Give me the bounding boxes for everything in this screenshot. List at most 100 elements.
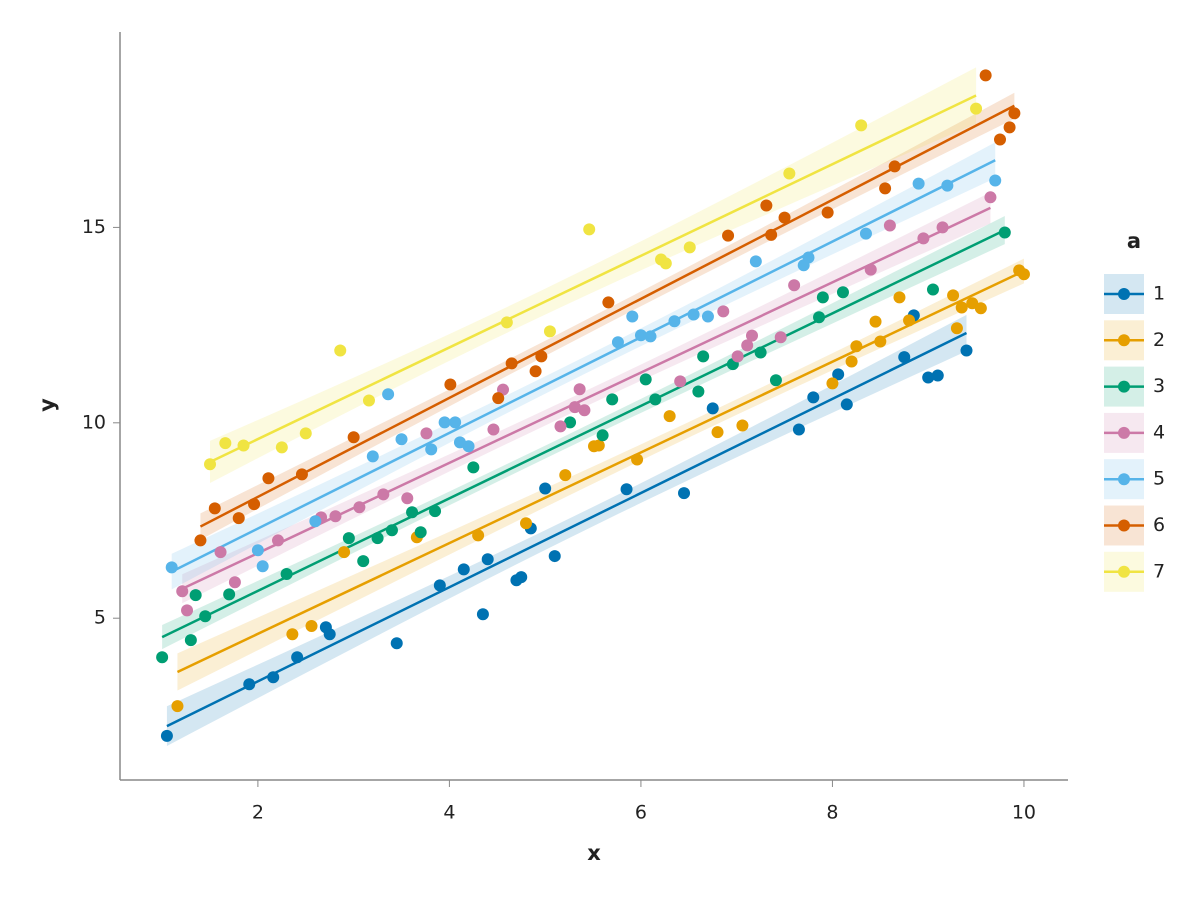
point bbox=[256, 560, 269, 573]
point bbox=[749, 255, 762, 268]
point bbox=[559, 469, 572, 482]
point bbox=[994, 133, 1007, 146]
point bbox=[291, 651, 304, 664]
point bbox=[936, 221, 949, 234]
point bbox=[214, 546, 227, 559]
point bbox=[788, 279, 801, 292]
point bbox=[334, 344, 347, 357]
point bbox=[323, 628, 336, 641]
point bbox=[181, 604, 194, 617]
point bbox=[199, 610, 212, 623]
point bbox=[299, 427, 312, 440]
point bbox=[487, 423, 500, 436]
point bbox=[639, 373, 652, 386]
point bbox=[668, 315, 681, 328]
legend-label: 3 bbox=[1153, 375, 1165, 397]
point bbox=[462, 440, 475, 453]
point bbox=[578, 404, 591, 417]
point bbox=[674, 375, 687, 388]
legend-marker bbox=[1118, 519, 1130, 532]
point bbox=[520, 517, 533, 530]
legend-label: 7 bbox=[1153, 560, 1165, 582]
point bbox=[813, 311, 826, 324]
point bbox=[687, 308, 700, 321]
legend-label: 1 bbox=[1153, 283, 1165, 305]
point bbox=[347, 431, 360, 444]
trend-line bbox=[209, 94, 977, 464]
point bbox=[353, 501, 366, 514]
point bbox=[989, 174, 1002, 187]
point bbox=[816, 291, 829, 304]
point bbox=[543, 325, 556, 338]
point bbox=[706, 402, 719, 415]
point bbox=[792, 423, 805, 436]
point bbox=[362, 394, 375, 407]
point bbox=[960, 344, 973, 357]
point bbox=[606, 393, 619, 406]
point bbox=[893, 291, 906, 304]
point bbox=[305, 620, 318, 633]
y-tick-label: 5 bbox=[94, 607, 106, 629]
point bbox=[845, 355, 858, 368]
point bbox=[444, 378, 457, 391]
point bbox=[769, 374, 782, 387]
point bbox=[974, 302, 987, 315]
legend-label: 4 bbox=[1153, 421, 1165, 443]
point bbox=[722, 229, 735, 242]
point bbox=[280, 568, 293, 581]
x-axis-title: x bbox=[587, 841, 601, 865]
legend-marker bbox=[1118, 473, 1130, 486]
point bbox=[433, 579, 446, 592]
point bbox=[855, 119, 868, 132]
trend-line bbox=[199, 104, 1015, 528]
point bbox=[535, 350, 548, 363]
point bbox=[649, 393, 662, 406]
point bbox=[678, 487, 691, 500]
point bbox=[683, 241, 696, 254]
point bbox=[429, 505, 442, 518]
point bbox=[774, 331, 787, 344]
point bbox=[644, 330, 657, 343]
point bbox=[697, 350, 710, 363]
x-tick-label: 6 bbox=[635, 802, 647, 824]
points bbox=[156, 69, 1030, 742]
point bbox=[898, 351, 911, 364]
point bbox=[515, 571, 528, 584]
point bbox=[160, 729, 173, 742]
point bbox=[492, 392, 505, 405]
point bbox=[189, 589, 202, 602]
legend-label: 2 bbox=[1153, 329, 1165, 351]
point bbox=[926, 283, 939, 296]
point bbox=[539, 482, 552, 495]
point bbox=[596, 429, 609, 442]
point bbox=[500, 316, 513, 329]
point bbox=[970, 102, 983, 115]
point bbox=[232, 512, 245, 525]
point bbox=[602, 296, 615, 309]
point bbox=[554, 420, 567, 433]
x-tick-label: 4 bbox=[443, 802, 455, 824]
point bbox=[165, 561, 178, 574]
point bbox=[414, 526, 427, 539]
point bbox=[342, 532, 355, 545]
point bbox=[223, 588, 236, 601]
point bbox=[390, 637, 403, 650]
point bbox=[917, 232, 930, 245]
point bbox=[505, 357, 518, 370]
point bbox=[631, 453, 644, 466]
point bbox=[366, 450, 379, 463]
point bbox=[338, 546, 351, 559]
point bbox=[765, 228, 778, 241]
point bbox=[955, 301, 968, 314]
y-axis-title: y bbox=[35, 398, 59, 412]
point bbox=[821, 206, 834, 219]
point bbox=[476, 608, 489, 621]
point bbox=[663, 410, 676, 423]
legend-title: a bbox=[1127, 229, 1141, 253]
point bbox=[357, 555, 370, 568]
point bbox=[286, 628, 299, 641]
point bbox=[1008, 107, 1021, 120]
point bbox=[950, 322, 963, 335]
point bbox=[592, 439, 605, 452]
